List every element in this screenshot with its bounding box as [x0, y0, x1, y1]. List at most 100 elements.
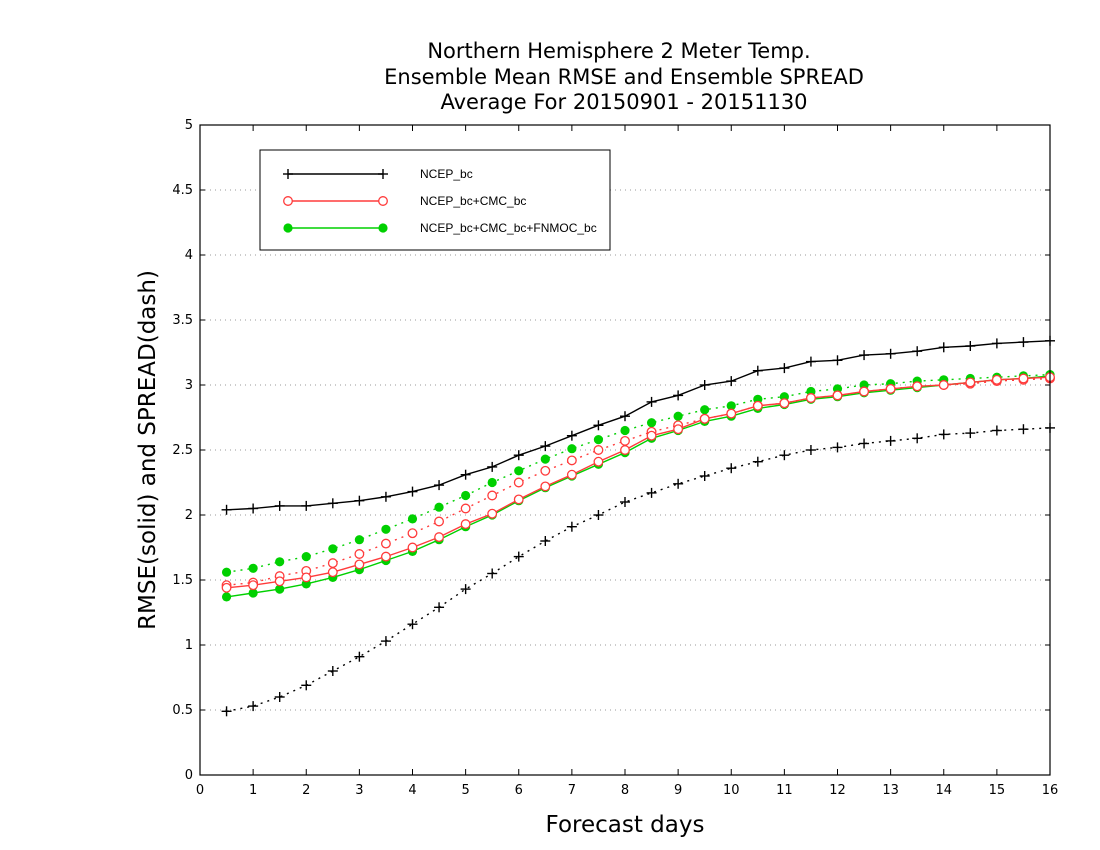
- data-point-rmse: [673, 390, 684, 401]
- data-point-spread: [513, 551, 524, 562]
- data-point-spread: [832, 442, 843, 453]
- data-point-spread: [327, 666, 338, 676]
- x-axis-label: Forecast days: [546, 812, 705, 838]
- data-point-rmse: [991, 374, 1002, 385]
- data-point-rmse: [779, 363, 790, 374]
- data-point-spread: [354, 651, 365, 662]
- data-point-spread: [673, 478, 684, 489]
- data-point-rmse: [301, 500, 312, 511]
- data-point-spread: [593, 445, 604, 455]
- data-point-rmse: [460, 519, 471, 530]
- data-point-rmse: [513, 450, 524, 461]
- y-tick-label: 3.5: [172, 313, 193, 328]
- data-point-rmse: [407, 542, 418, 553]
- data-point-rmse: [566, 469, 577, 480]
- chart-title-line-1: Northern Hemisphere 2 Meter Temp.: [427, 39, 810, 63]
- data-point-rmse: [832, 390, 843, 401]
- x-tick-label: 11: [776, 783, 793, 798]
- x-tick-label: 13: [882, 783, 899, 798]
- y-axis-label: RMSE(solid) and SPREAD(dash): [135, 270, 161, 630]
- data-point-spread: [434, 602, 445, 613]
- data-point-spread: [540, 454, 550, 464]
- x-tick-label: 14: [935, 783, 952, 798]
- data-point-spread: [380, 636, 391, 647]
- x-tick-label: 6: [515, 783, 523, 798]
- data-point-rmse: [1018, 337, 1029, 348]
- data-point-spread: [726, 401, 736, 411]
- data-point-spread: [912, 433, 923, 444]
- data-point-spread: [487, 490, 498, 501]
- data-point-rmse: [699, 413, 710, 424]
- legend-label: NCEP_bc: [420, 167, 473, 181]
- x-tick-label: 3: [355, 783, 363, 798]
- data-point-spread: [699, 471, 710, 481]
- legend-label: NCEP_bc+CMC_bc: [420, 194, 526, 208]
- data-point-spread: [248, 563, 258, 573]
- legend-marker: [378, 196, 388, 206]
- data-point-rmse: [726, 376, 737, 387]
- data-point-rmse: [991, 338, 1002, 349]
- data-point-spread: [407, 619, 418, 630]
- data-point-rmse: [805, 393, 816, 403]
- legend-box: [259, 149, 611, 251]
- data-point-spread: [540, 465, 551, 476]
- data-point-rmse: [646, 396, 657, 407]
- y-tick-label: 1.5: [172, 573, 193, 588]
- x-tick-label: 0: [196, 783, 204, 798]
- data-point-spread: [805, 445, 816, 455]
- data-point-spread: [248, 701, 259, 712]
- data-point-spread: [221, 706, 232, 717]
- data-point-spread: [354, 549, 365, 559]
- data-point-rmse: [460, 469, 471, 480]
- plot-frame: [199, 124, 1051, 776]
- x-tick-label: 9: [674, 783, 682, 798]
- data-point-spread: [274, 692, 285, 702]
- data-point-rmse: [752, 400, 763, 411]
- y-tick-label: 1: [185, 638, 193, 653]
- data-point-spread: [779, 450, 790, 461]
- data-point-rmse: [380, 551, 391, 562]
- data-point-rmse: [487, 508, 498, 519]
- data-point-rmse: [938, 380, 949, 390]
- legend-marker: [283, 223, 293, 233]
- x-tick-label: 2: [302, 783, 310, 798]
- plot-series: [221, 335, 1055, 717]
- y-tick-label: 4.5: [172, 183, 193, 198]
- x-tick-label: 15: [989, 783, 1006, 798]
- data-point-spread: [461, 490, 471, 501]
- series-line-spread: [226, 427, 1051, 712]
- x-tick-label: 1: [249, 783, 257, 798]
- data-point-rmse: [965, 341, 976, 351]
- legend-marker: [283, 196, 293, 206]
- x-axis-ticks: 0 1 2 3 4 5 6 7 8 9 10 11 12 13 14 15 16: [196, 125, 1058, 798]
- data-point-rmse: [434, 532, 445, 543]
- data-point-spread: [620, 497, 630, 507]
- chart-title-line-2: Ensemble Mean RMSE and Ensemble SPREAD: [384, 65, 864, 89]
- y-tick-label: 5: [185, 118, 193, 133]
- legend-marker: [378, 223, 388, 233]
- data-point-rmse: [540, 441, 551, 452]
- data-point-spread: [646, 487, 657, 498]
- x-tick-label: 10: [723, 783, 740, 798]
- data-point-spread: [540, 536, 551, 546]
- y-tick-label: 3: [185, 378, 193, 393]
- data-point-rmse: [859, 386, 870, 397]
- chart-title-line-3: Average For 20150901 - 20151130: [440, 90, 807, 114]
- data-point-rmse: [779, 398, 790, 409]
- data-point-spread: [301, 680, 312, 691]
- data-point-spread: [380, 538, 391, 549]
- data-point-spread: [487, 477, 497, 488]
- data-point-spread: [381, 524, 391, 534]
- data-point-rmse: [673, 424, 684, 435]
- data-point-rmse: [221, 592, 232, 602]
- series-line-rmse: [226, 340, 1051, 511]
- data-point-rmse: [699, 380, 710, 390]
- data-point-spread: [460, 584, 471, 595]
- data-point-spread: [328, 544, 338, 554]
- data-point-rmse: [221, 582, 232, 593]
- y-tick-label: 2.5: [172, 443, 193, 458]
- data-point-rmse: [805, 356, 816, 367]
- data-point-spread: [460, 503, 471, 514]
- data-point-spread: [407, 514, 418, 524]
